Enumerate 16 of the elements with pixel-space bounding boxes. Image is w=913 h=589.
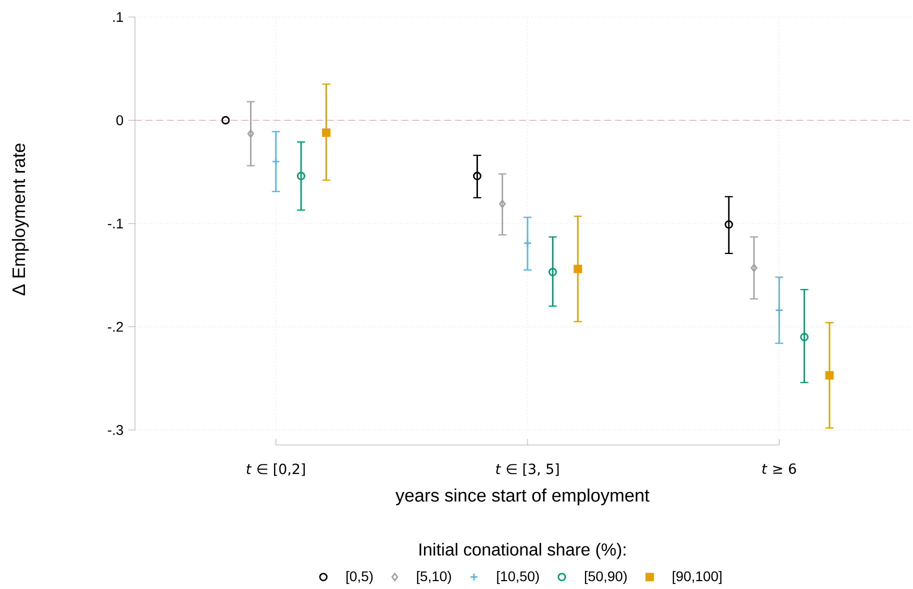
y-axis-title: Δ Employment rate — [12, 144, 29, 296]
legend-title: Initial conational share (%): — [420, 542, 626, 560]
y-tick-label: .1 — [113, 12, 123, 22]
y-tick-label: -.3 — [108, 425, 124, 435]
y-tick-label: -.2 — [108, 322, 123, 332]
legend-label: [10,50) — [497, 570, 539, 584]
x-axis-title: years since start of employment — [395, 488, 650, 506]
x-tick-label: t ≥ 6 — [762, 463, 796, 474]
y-tick-label: 0 — [116, 115, 124, 126]
legend-label: [5,10) — [417, 570, 451, 584]
x-tick-label: t ∈ [0,2] — [246, 463, 305, 476]
x-tick-label: t ∈ [3, 5] — [496, 463, 559, 476]
y-tick-label: -.1 — [108, 218, 123, 228]
legend-label: [50,90) — [584, 570, 627, 584]
legend-label: [90,100] — [672, 570, 722, 584]
legend-label: [0,5) — [346, 570, 373, 584]
